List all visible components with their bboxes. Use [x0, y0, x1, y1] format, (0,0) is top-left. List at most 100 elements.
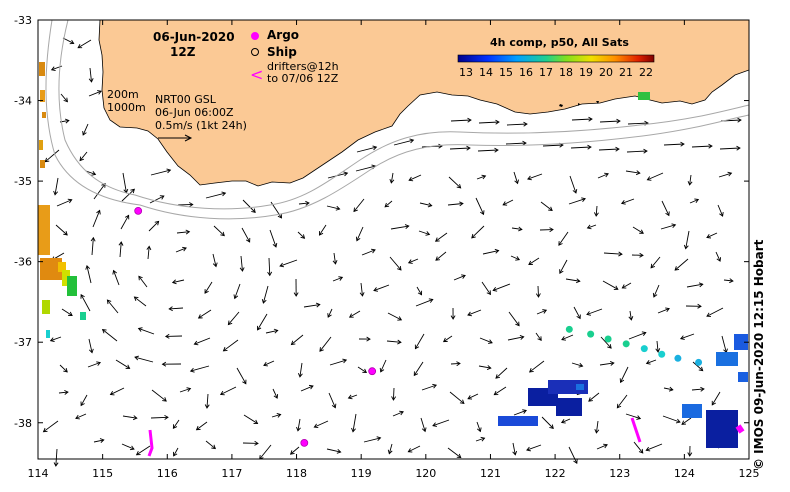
- lat-tick-label: -35: [14, 175, 32, 188]
- current-vector-head: [603, 443, 608, 449]
- current-vector-head: [397, 265, 402, 271]
- current-vector: [150, 416, 169, 419]
- current-vector-head: [300, 234, 306, 239]
- current-vector-head: [212, 262, 218, 268]
- current-vector: [508, 311, 520, 326]
- current-vector: [475, 197, 484, 215]
- current-vector: [93, 183, 106, 200]
- scale-arrow: [158, 134, 193, 142]
- argo-legend-label: Argo: [267, 28, 299, 42]
- current-vector: [88, 90, 102, 97]
- current-vector-head: [195, 425, 201, 431]
- current-vector-head: [219, 390, 225, 396]
- current-vector-head: [435, 256, 440, 261]
- current-vector-head: [671, 223, 677, 229]
- current-vector: [512, 442, 516, 455]
- current-vector: [633, 441, 644, 454]
- current-vector-head: [588, 116, 593, 122]
- current-vector: [505, 142, 526, 145]
- current-vector-head: [488, 339, 493, 344]
- current-vector: [416, 286, 422, 295]
- current-vector-head: [293, 292, 299, 297]
- current-vector: [602, 280, 619, 290]
- current-vector: [657, 308, 670, 314]
- current-vector: [54, 177, 59, 195]
- current-vector-head: [586, 311, 591, 316]
- current-vector-head: [379, 367, 385, 373]
- current-vector-head: [466, 145, 471, 151]
- current-vector: [529, 360, 545, 373]
- current-vector-head: [91, 171, 97, 176]
- current-vector-head: [456, 453, 462, 459]
- current-vector: [319, 336, 332, 352]
- current-vector: [598, 148, 619, 151]
- current-vector: [571, 362, 583, 367]
- current-vector-head: [428, 298, 434, 303]
- current-vector-head: [655, 348, 661, 353]
- current-vector-head: [197, 314, 203, 319]
- lon-tick-label: 123: [609, 467, 630, 480]
- current-vector: [138, 276, 148, 288]
- current-vector: [234, 283, 241, 299]
- drifter-position: [565, 325, 573, 333]
- current-vector-head: [493, 390, 499, 396]
- current-vector-head: [576, 314, 581, 320]
- current-vector-head: [459, 201, 464, 207]
- current-vector-head: [389, 178, 395, 184]
- current-vector-head: [518, 226, 523, 232]
- current-vector-head: [211, 444, 216, 450]
- current-vector-head: [652, 292, 658, 298]
- current-vector: [196, 421, 208, 431]
- current-vector: [626, 150, 647, 153]
- current-vector: [93, 439, 104, 443]
- current-vector-head: [313, 423, 319, 429]
- current-vector: [481, 281, 491, 295]
- current-vector: [300, 385, 314, 392]
- current-vector: [408, 445, 421, 453]
- current-vector: [691, 145, 712, 148]
- current-vector: [122, 172, 127, 193]
- current-vector-head: [528, 260, 533, 265]
- current-vector-head: [397, 339, 402, 345]
- current-vector-head: [404, 224, 410, 229]
- current-vector: [333, 252, 336, 264]
- current-vector: [389, 256, 402, 271]
- current-vector-head: [559, 269, 564, 274]
- current-vector: [595, 205, 598, 217]
- current-vector-head: [456, 183, 462, 189]
- current-vector-head: [588, 397, 593, 402]
- current-vector-head: [130, 188, 135, 194]
- current-vector-head: [242, 379, 247, 385]
- current-vector: [80, 394, 88, 406]
- argo-float-marker: [368, 367, 377, 376]
- current-vector-head: [529, 368, 534, 373]
- argo-legend-icon: [251, 32, 259, 40]
- current-vector-head: [700, 386, 705, 392]
- current-vector-head: [737, 117, 742, 123]
- current-vector: [223, 339, 239, 352]
- lat-tick-label: -33: [14, 14, 32, 27]
- current-vector-head: [522, 409, 527, 414]
- lat-tick-label: -37: [14, 336, 32, 349]
- current-vector: [387, 312, 402, 321]
- current-vector: [122, 415, 137, 419]
- current-vector-head: [442, 337, 448, 343]
- current-vector-head: [222, 346, 228, 352]
- current-vector: [435, 232, 448, 242]
- current-vector: [228, 311, 240, 325]
- current-vector: [173, 447, 179, 457]
- current-vector: [573, 306, 581, 319]
- current-vector-head: [53, 190, 59, 196]
- current-vector-head: [515, 321, 520, 327]
- current-vector-head: [467, 395, 473, 400]
- current-vector: [646, 443, 663, 451]
- current-vector-head: [101, 183, 106, 188]
- current-vector: [352, 413, 357, 432]
- current-vector-head: [336, 449, 342, 454]
- current-vector: [689, 174, 692, 185]
- current-vector-head: [106, 299, 112, 305]
- current-vector-head: [391, 396, 397, 401]
- current-vector: [326, 205, 340, 210]
- current-vector: [393, 139, 414, 146]
- current-vector-head: [193, 340, 199, 346]
